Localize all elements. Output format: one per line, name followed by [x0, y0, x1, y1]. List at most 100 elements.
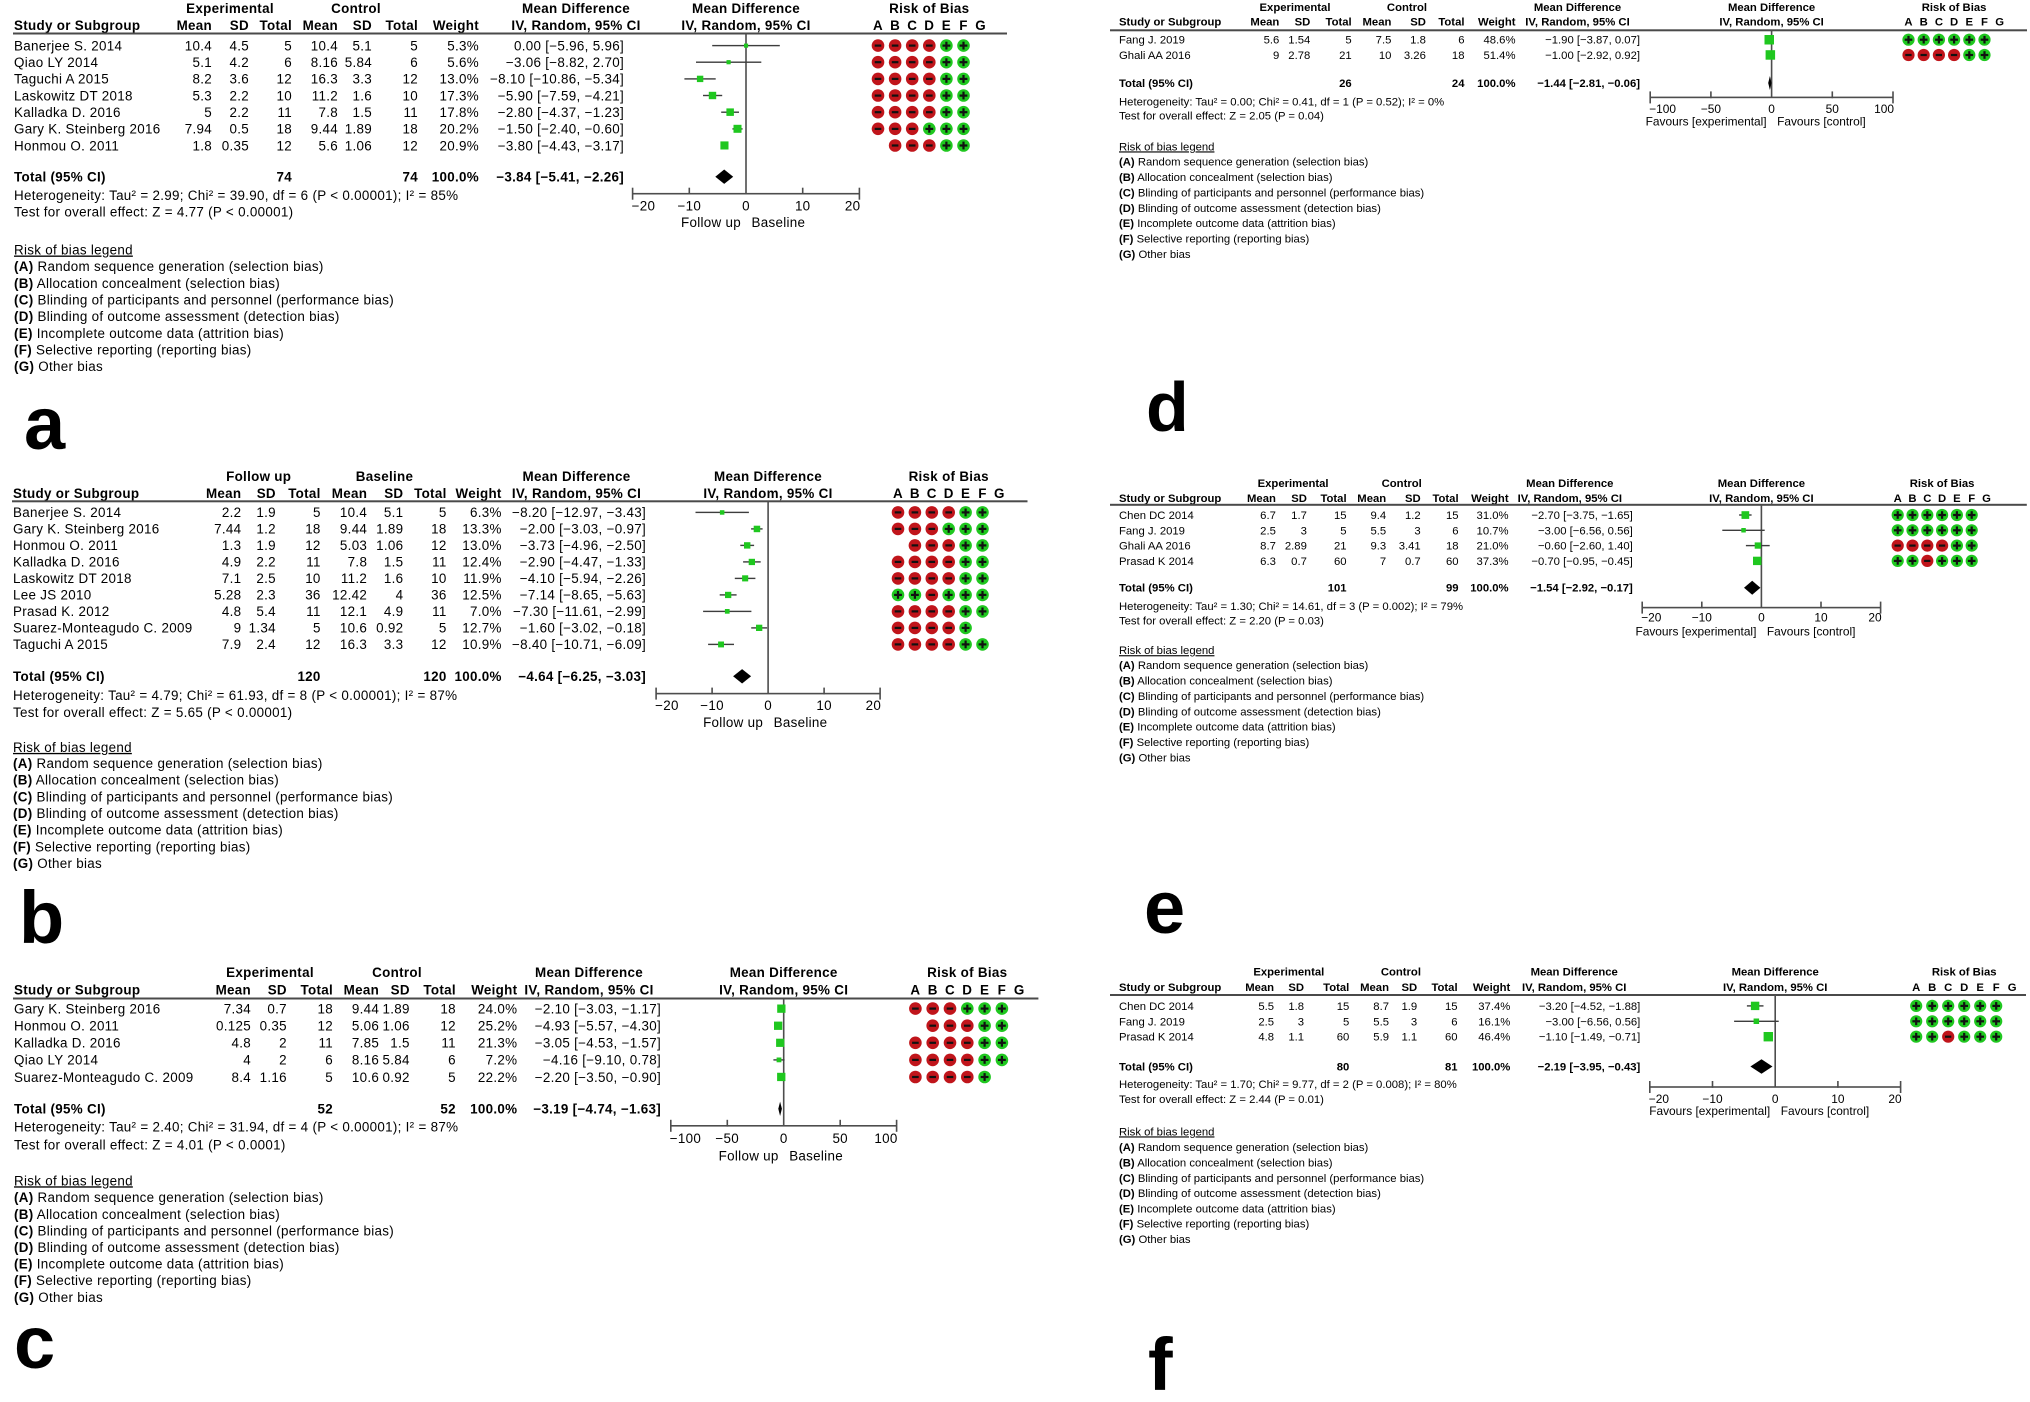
svg-text:Mean Difference: Mean Difference	[1728, 2, 1815, 14]
svg-text:C: C	[1923, 493, 1931, 505]
svg-text:37.4%: 37.4%	[1478, 1001, 1510, 1013]
svg-text:100.0%: 100.0%	[432, 170, 479, 185]
svg-text:Total: Total	[1320, 493, 1346, 505]
svg-text:(B) Allocation concealment (se: (B) Allocation concealment (selection bi…	[1119, 172, 1333, 184]
svg-text:(G) Other bias: (G) Other bias	[1119, 1234, 1191, 1246]
svg-text:Test for overall effect: Z = 4: Test for overall effect: Z = 4.77 (P < 0…	[14, 205, 293, 220]
svg-text:Honmou O. 2011: Honmou O. 2011	[13, 538, 118, 553]
svg-text:36: 36	[431, 588, 447, 603]
svg-text:100: 100	[874, 1131, 897, 1146]
svg-text:−100: −100	[1649, 102, 1676, 116]
svg-text:13.0%: 13.0%	[462, 538, 501, 553]
svg-text:10: 10	[1831, 1092, 1845, 1106]
svg-text:SD: SD	[1291, 493, 1307, 505]
svg-text:Baseline: Baseline	[789, 1149, 843, 1164]
svg-text:6: 6	[1458, 35, 1464, 47]
svg-text:(A) Random sequence generation: (A) Random sequence generation (selectio…	[1119, 157, 1369, 169]
svg-text:(D) Blinding of outcome assess: (D) Blinding of outcome assessment (dete…	[1119, 203, 1381, 215]
svg-text:15: 15	[1337, 1001, 1350, 1013]
svg-text:3.26: 3.26	[1404, 50, 1426, 62]
svg-text:12: 12	[403, 138, 419, 153]
svg-text:Qiao LY 2014: Qiao LY 2014	[14, 55, 99, 70]
svg-text:0.00 [−5.96, 5.96]: 0.00 [−5.96, 5.96]	[514, 38, 624, 53]
svg-text:c: c	[14, 1301, 55, 1384]
svg-text:80: 80	[1337, 1062, 1350, 1074]
svg-text:60: 60	[1334, 556, 1347, 568]
svg-text:60: 60	[1445, 1032, 1458, 1044]
svg-text:Study or Subgroup: Study or Subgroup	[1119, 493, 1221, 505]
svg-text:8.16: 8.16	[352, 1053, 379, 1068]
svg-text:15: 15	[1445, 1001, 1458, 1013]
svg-text:F: F	[978, 486, 986, 501]
svg-text:Baseline: Baseline	[356, 469, 413, 484]
svg-text:12: 12	[431, 637, 447, 652]
svg-text:5.4: 5.4	[256, 604, 276, 619]
svg-text:5.03: 5.03	[340, 538, 367, 553]
svg-text:−2.80 [−4.37, −1.23]: −2.80 [−4.37, −1.23]	[498, 105, 624, 120]
svg-text:18: 18	[277, 122, 293, 137]
svg-text:12: 12	[403, 72, 419, 87]
svg-text:(C) Blinding of participants a: (C) Blinding of participants and personn…	[13, 789, 393, 804]
svg-text:(E) Incomplete outcome data (a: (E) Incomplete outcome data (attrition b…	[14, 1257, 284, 1272]
svg-text:12: 12	[431, 538, 447, 553]
svg-text:Kalladka D. 2016: Kalladka D. 2016	[14, 105, 121, 120]
svg-text:G: G	[1995, 17, 2004, 29]
svg-text:4: 4	[396, 588, 404, 603]
svg-text:Gary K. Steinberg 2016: Gary K. Steinberg 2016	[13, 522, 160, 537]
svg-text:Experimental: Experimental	[1253, 966, 1324, 978]
svg-text:52: 52	[318, 1102, 334, 1117]
svg-text:Mean: Mean	[216, 982, 251, 997]
svg-text:(F) Selective reporting (repor: (F) Selective reporting (reporting bias)	[1119, 1219, 1309, 1231]
svg-text:Suarez-Monteagudo C. 2009: Suarez-Monteagudo C. 2009	[14, 1070, 193, 1085]
svg-text:9.44: 9.44	[340, 522, 368, 537]
svg-text:6: 6	[1451, 1016, 1457, 1028]
svg-text:−8.20 [−12.97, −3.43]: −8.20 [−12.97, −3.43]	[512, 505, 646, 520]
svg-text:Mean Difference: Mean Difference	[523, 469, 631, 484]
svg-text:13.0%: 13.0%	[440, 72, 479, 87]
svg-text:Study or Subgroup: Study or Subgroup	[14, 982, 140, 997]
svg-text:0.7: 0.7	[1291, 556, 1307, 568]
svg-text:Total: Total	[288, 486, 321, 501]
svg-text:−1.00 [−2.92, 0.92]: −1.00 [−2.92, 0.92]	[1545, 50, 1640, 62]
svg-text:Risk of Bias: Risk of Bias	[909, 469, 989, 484]
svg-text:Mean: Mean	[303, 18, 338, 33]
svg-text:A: A	[910, 982, 920, 997]
svg-text:SD: SD	[1401, 982, 1417, 994]
svg-text:1.6: 1.6	[384, 571, 404, 586]
svg-text:100: 100	[1874, 102, 1894, 116]
svg-text:Prasad K. 2012: Prasad K. 2012	[13, 604, 110, 619]
svg-text:IV, Random, 95% CI: IV, Random, 95% CI	[512, 486, 641, 501]
svg-text:B: B	[910, 486, 920, 501]
svg-text:Heterogeneity: Tau² = 1.30; Ch: Heterogeneity: Tau² = 1.30; Chi² = 14.61…	[1119, 601, 1463, 613]
svg-text:10: 10	[431, 571, 447, 586]
svg-text:11: 11	[306, 555, 321, 570]
svg-text:3.3: 3.3	[384, 637, 404, 652]
svg-text:−2.90 [−4.47, −1.33]: −2.90 [−4.47, −1.33]	[520, 555, 646, 570]
svg-text:(E) Incomplete outcome data (a: (E) Incomplete outcome data (attrition b…	[1119, 1203, 1336, 1215]
svg-text:31.0%: 31.0%	[1477, 510, 1509, 522]
svg-text:Ghali AA 2016: Ghali AA 2016	[1119, 541, 1191, 553]
svg-text:Total: Total	[1431, 982, 1457, 994]
svg-text:6: 6	[410, 55, 418, 70]
svg-text:0.125: 0.125	[216, 1019, 251, 1034]
svg-text:3.6: 3.6	[229, 72, 249, 87]
svg-text:16.3: 16.3	[311, 72, 338, 87]
svg-text:Baseline: Baseline	[752, 215, 806, 230]
svg-text:E: E	[1966, 17, 1974, 29]
svg-text:3.41: 3.41	[1399, 541, 1421, 553]
svg-text:74: 74	[403, 170, 419, 185]
svg-text:7.8: 7.8	[348, 555, 368, 570]
svg-text:18: 18	[431, 522, 447, 537]
svg-text:0.92: 0.92	[383, 1070, 410, 1085]
svg-text:F: F	[959, 18, 967, 33]
svg-text:5.9: 5.9	[1373, 1032, 1389, 1044]
svg-text:G: G	[2008, 982, 2017, 994]
svg-text:Test for overall effect: Z = 2: Test for overall effect: Z = 2.20 (P = 0…	[1119, 616, 1324, 628]
svg-text:(B) Allocation concealment (se: (B) Allocation concealment (selection bi…	[14, 1207, 280, 1222]
svg-text:(G) Other bias: (G) Other bias	[1119, 752, 1191, 764]
svg-text:0.7: 0.7	[267, 1001, 287, 1016]
svg-text:10: 10	[305, 571, 321, 586]
svg-text:0.5: 0.5	[229, 122, 249, 137]
svg-text:Total: Total	[423, 982, 456, 997]
svg-text:5.1: 5.1	[352, 38, 372, 53]
